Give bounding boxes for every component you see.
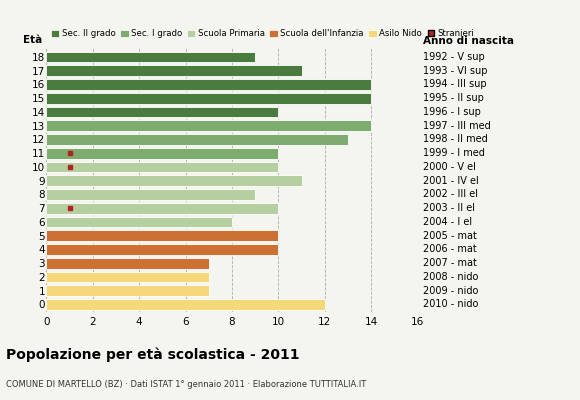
Bar <box>46 148 278 158</box>
Bar <box>46 134 348 145</box>
Bar <box>46 175 302 186</box>
Text: 2006 - mat: 2006 - mat <box>423 244 477 254</box>
Text: 2009 - nido: 2009 - nido <box>423 286 478 296</box>
Bar <box>46 203 278 214</box>
Text: 2000 - V el: 2000 - V el <box>423 162 476 172</box>
Bar <box>46 79 371 90</box>
Text: 2007 - mat: 2007 - mat <box>423 258 477 268</box>
Text: 1995 - II sup: 1995 - II sup <box>423 93 484 103</box>
Bar <box>46 93 371 104</box>
Text: 1998 - II med: 1998 - II med <box>423 134 488 144</box>
Text: 2008 - nido: 2008 - nido <box>423 272 478 282</box>
Text: 2005 - mat: 2005 - mat <box>423 231 477 241</box>
Text: 2010 - nido: 2010 - nido <box>423 300 478 310</box>
Text: COMUNE DI MARTELLO (BZ) · Dati ISTAT 1° gennaio 2011 · Elaborazione TUTTITALIA.I: COMUNE DI MARTELLO (BZ) · Dati ISTAT 1° … <box>6 380 366 389</box>
Bar <box>46 285 209 296</box>
Text: 1992 - V sup: 1992 - V sup <box>423 52 485 62</box>
Bar <box>46 258 209 268</box>
Text: 2001 - IV el: 2001 - IV el <box>423 176 479 186</box>
Bar <box>46 272 209 282</box>
Text: Popolazione per età scolastica - 2011: Popolazione per età scolastica - 2011 <box>6 348 299 362</box>
Text: 1993 - VI sup: 1993 - VI sup <box>423 66 488 76</box>
Text: 1997 - III med: 1997 - III med <box>423 121 491 131</box>
Bar <box>46 106 278 117</box>
Bar <box>46 120 371 131</box>
Text: 1996 - I sup: 1996 - I sup <box>423 107 481 117</box>
Text: 1994 - III sup: 1994 - III sup <box>423 80 487 90</box>
Legend: Sec. II grado, Sec. I grado, Scuola Primaria, Scuola dell'Infanzia, Asilo Nido, : Sec. II grado, Sec. I grado, Scuola Prim… <box>50 30 474 38</box>
Text: 1999 - I med: 1999 - I med <box>423 148 485 158</box>
Bar <box>46 299 325 310</box>
Bar <box>46 216 232 227</box>
Bar <box>46 52 255 62</box>
Bar <box>46 162 278 172</box>
Text: 2003 - II el: 2003 - II el <box>423 203 476 213</box>
Text: Età: Età <box>23 35 43 45</box>
Text: 2002 - III el: 2002 - III el <box>423 190 478 200</box>
Bar <box>46 65 302 76</box>
Bar <box>46 230 278 241</box>
Bar <box>46 189 255 200</box>
Text: 2004 - I el: 2004 - I el <box>423 217 473 227</box>
Text: Anno di nascita: Anno di nascita <box>423 36 514 46</box>
Bar <box>46 244 278 255</box>
